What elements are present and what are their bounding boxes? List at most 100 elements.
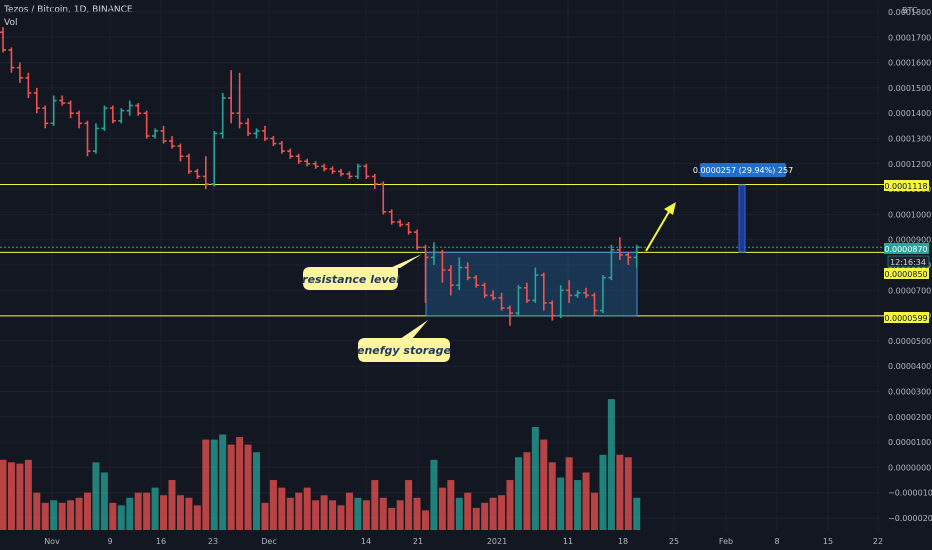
- volume-bar: [295, 492, 303, 530]
- measure-label-box[interactable]: [700, 163, 786, 177]
- candle: [507, 305, 513, 326]
- measure-label: 0.0000257 (29.94%) 257: [693, 166, 793, 175]
- volume-bar: [616, 454, 624, 530]
- candle: [473, 275, 480, 288]
- price-tick-label: −0.0000200: [888, 514, 932, 523]
- volume-bar: [41, 502, 49, 530]
- time-tick-label: 23: [208, 537, 218, 546]
- candle: [329, 166, 336, 174]
- candle: [633, 244, 640, 268]
- time-tick-label: 2021: [487, 537, 507, 546]
- price-tick-label: 0.0000400: [888, 362, 931, 371]
- volume-indicator-label: Vol: [4, 18, 18, 28]
- volume-bar: [269, 480, 277, 530]
- volume-bar: [472, 507, 480, 530]
- level-tag-resistance: 0.0000850: [884, 268, 929, 279]
- volume-bar: [514, 457, 522, 530]
- candle: [236, 72, 243, 129]
- candle: [169, 135, 175, 149]
- volume-bar: [219, 434, 227, 530]
- candle: [363, 163, 370, 179]
- volume-bar: [278, 487, 286, 530]
- volume-bar: [236, 437, 244, 530]
- time-tick-label: 8: [774, 537, 779, 546]
- candle: [270, 135, 277, 147]
- candle: [177, 143, 184, 162]
- resistance-callout-pointer: [390, 254, 422, 268]
- candle: [405, 221, 412, 235]
- volume-bar: [210, 439, 218, 530]
- level-tag-support: 0.0000599: [884, 312, 929, 323]
- resistance-callout-box[interactable]: [303, 267, 398, 290]
- volume-bar: [84, 492, 91, 530]
- volume-bar: [143, 492, 151, 530]
- volume-bar: [92, 462, 100, 530]
- volume-bar: [312, 500, 320, 530]
- breakout-arrow-line[interactable]: [645, 209, 671, 252]
- volume-bar: [329, 500, 337, 530]
- volume-bar: [565, 457, 573, 530]
- candle: [430, 242, 437, 265]
- candle: [295, 153, 302, 164]
- volume-bar: [489, 497, 497, 530]
- volume-bar: [396, 500, 404, 530]
- storage-callout-box[interactable]: [358, 338, 450, 362]
- candle: [532, 267, 539, 303]
- time-tick-label: 16: [156, 537, 166, 546]
- candle: [549, 300, 556, 321]
- candle: [126, 100, 133, 116]
- volume-bar: [388, 507, 396, 530]
- time-tick-label: 25: [669, 537, 679, 546]
- candle: [152, 128, 159, 139]
- time-tick-label: 22: [873, 537, 883, 546]
- price-tick-label: 0.0000700: [888, 286, 931, 295]
- candle: [557, 285, 564, 319]
- volume-bar: [455, 497, 463, 530]
- candle: [321, 163, 328, 172]
- candle: [422, 244, 429, 303]
- volume-bar: [506, 480, 514, 530]
- candle: [608, 244, 615, 281]
- time-tick-label: 18: [618, 537, 628, 546]
- candle: [312, 161, 319, 169]
- price-tick-label: 0.0001600: [888, 59, 931, 68]
- candle: [0, 27, 6, 53]
- candle: [371, 173, 378, 190]
- candle: [388, 209, 395, 225]
- candle: [245, 118, 252, 136]
- price-tick-label: 0.0000000: [888, 463, 931, 472]
- volume-bar: [168, 480, 176, 530]
- candle: [25, 72, 32, 99]
- volume-bar: [345, 492, 353, 530]
- energy-storage-label: enefgy storage: [357, 344, 451, 357]
- volume-bar: [134, 492, 142, 530]
- measure-range-bar[interactable]: [738, 184, 746, 253]
- candle: [599, 275, 606, 314]
- volume-bar: [337, 505, 345, 530]
- candle: [498, 292, 505, 311]
- volume-bar: [253, 452, 260, 530]
- time-tick-label: 9: [107, 537, 112, 546]
- candle: [439, 249, 446, 283]
- volume-bar: [261, 502, 269, 530]
- current-price-tag: 0.0000870: [884, 243, 929, 254]
- volume-bar: [303, 487, 311, 530]
- energy-storage-box[interactable]: [425, 251, 638, 317]
- candle: [219, 92, 226, 139]
- time-tick-label: Dec: [261, 537, 276, 546]
- candle: [490, 290, 497, 301]
- candle: [574, 290, 581, 298]
- price-tick-label: 0.0001000: [888, 210, 931, 219]
- svg-text:0.0001118: 0.0001118: [884, 182, 927, 191]
- volume-bar: [548, 462, 556, 530]
- candle: [523, 282, 530, 303]
- candle: [464, 262, 471, 281]
- storage-callout-pointer: [400, 320, 428, 339]
- volume-bar: [160, 495, 168, 530]
- candle: [50, 95, 57, 126]
- volume-bar: [67, 500, 75, 530]
- volume-bar: [354, 497, 362, 530]
- candle: [540, 272, 547, 311]
- price-tick-label: 0.0000300: [888, 388, 931, 397]
